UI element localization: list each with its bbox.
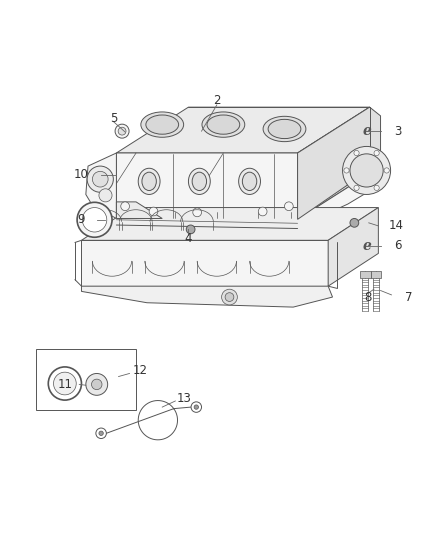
Text: 11: 11 [58,378,73,391]
Polygon shape [297,107,370,220]
Circle shape [87,166,113,192]
Circle shape [354,150,359,156]
Circle shape [258,207,267,216]
Text: 8: 8 [364,290,371,304]
Text: 12: 12 [133,364,148,377]
Ellipse shape [141,112,184,138]
Bar [36,349,136,410]
Polygon shape [86,153,117,219]
Text: 3: 3 [394,125,402,138]
Circle shape [354,185,359,190]
Circle shape [343,147,391,195]
Polygon shape [117,174,370,229]
Circle shape [374,185,379,190]
Circle shape [82,207,107,232]
Text: 13: 13 [177,392,191,405]
Polygon shape [117,107,370,153]
Circle shape [149,207,158,216]
Circle shape [186,225,195,234]
Text: 5: 5 [110,111,117,125]
Circle shape [344,168,349,173]
Ellipse shape [142,172,156,190]
Circle shape [53,372,76,395]
Circle shape [191,402,201,413]
Text: 14: 14 [389,220,403,232]
Circle shape [384,168,389,173]
Circle shape [48,367,81,400]
Circle shape [194,405,198,409]
Ellipse shape [202,112,245,138]
Circle shape [118,127,126,135]
Text: e: e [363,124,372,138]
Ellipse shape [263,116,306,142]
Ellipse shape [239,168,261,195]
Circle shape [92,171,108,187]
Ellipse shape [146,115,179,134]
Circle shape [86,374,108,395]
Circle shape [350,154,383,187]
Polygon shape [81,286,332,307]
Circle shape [99,189,112,202]
Circle shape [285,202,293,211]
Circle shape [350,219,359,227]
Polygon shape [117,153,297,220]
Polygon shape [81,207,378,240]
Ellipse shape [188,168,210,195]
Circle shape [96,428,106,439]
Circle shape [115,124,129,138]
Circle shape [121,202,130,211]
Text: 9: 9 [78,213,85,227]
Text: 6: 6 [394,239,402,252]
Bar [371,271,381,278]
Ellipse shape [207,115,240,134]
Text: 4: 4 [185,232,192,245]
Ellipse shape [192,172,207,190]
Circle shape [193,208,201,217]
Ellipse shape [242,172,257,190]
Text: 7: 7 [405,290,413,304]
Polygon shape [297,107,381,220]
Text: 10: 10 [74,168,89,181]
Text: 2: 2 [213,94,221,107]
Circle shape [92,379,102,390]
Ellipse shape [138,168,160,195]
Circle shape [77,203,112,237]
Ellipse shape [268,119,301,139]
Bar [360,271,371,278]
Circle shape [99,431,103,435]
Circle shape [374,150,379,156]
Circle shape [225,293,234,302]
Text: e: e [363,239,372,253]
Circle shape [222,289,237,305]
Polygon shape [117,202,162,219]
Polygon shape [81,240,328,286]
Polygon shape [328,207,378,286]
